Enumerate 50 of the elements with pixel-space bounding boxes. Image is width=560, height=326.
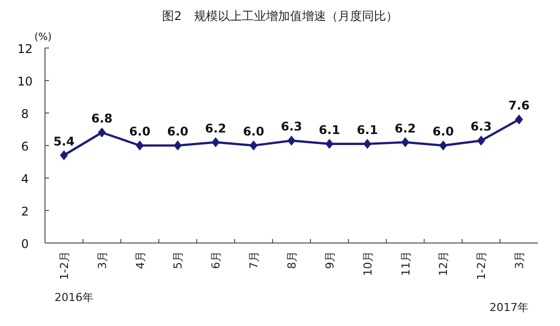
y-tick-label: 8 xyxy=(21,107,29,121)
x-tick-label: 1-2月 xyxy=(58,251,71,280)
data-label: 7.6 xyxy=(508,98,530,112)
text: 2016年 xyxy=(54,291,94,304)
point xyxy=(477,136,486,146)
chart-title: 图2 规模以上工业增加值增速（月度同比） xyxy=(162,9,398,23)
y-tick-label: 6 xyxy=(21,140,29,154)
x-tick-label: 6月 xyxy=(210,251,223,269)
y-tick-label: 12 xyxy=(17,42,33,56)
data-label: 6.1 xyxy=(318,122,340,137)
data-label: 6.2 xyxy=(205,121,226,136)
point xyxy=(174,140,182,150)
x-tick-label: 12月 xyxy=(437,251,450,276)
point xyxy=(60,150,68,160)
point xyxy=(98,128,106,138)
y-tick-label: 2 xyxy=(21,204,29,218)
x-tick-label: 4月 xyxy=(134,251,147,269)
data-label: 5.4 xyxy=(53,134,75,148)
x-tick-label: 10月 xyxy=(361,251,374,276)
x-tick-label: 9月 xyxy=(323,251,336,269)
data-label: 6.0 xyxy=(129,124,150,138)
x-tick-label: 3月 xyxy=(513,251,526,269)
text: 2017年 xyxy=(490,301,529,314)
y-tick-label: 0 xyxy=(21,237,29,251)
point xyxy=(439,140,448,150)
point xyxy=(250,140,258,150)
x-tick-label: 1-2月 xyxy=(475,251,488,280)
point xyxy=(515,114,524,124)
y-axis-title: (%) xyxy=(34,32,52,43)
data-label: 6.0 xyxy=(242,124,264,138)
x-tick-label: 11月 xyxy=(399,251,412,276)
point xyxy=(363,138,372,149)
x-tick-label: 5月 xyxy=(172,251,185,269)
data-label: 6.2 xyxy=(394,121,416,136)
x-tick-label: 7月 xyxy=(248,251,261,269)
point xyxy=(325,138,334,149)
data-label: 6.3 xyxy=(280,120,302,134)
point xyxy=(212,137,220,148)
point xyxy=(288,136,296,146)
point xyxy=(401,137,410,148)
data-label: 6.3 xyxy=(470,120,492,134)
x-tick-label: 8月 xyxy=(286,251,298,269)
data-label: 6.8 xyxy=(91,112,113,126)
data-label: 6.0 xyxy=(432,124,454,138)
y-tick-label: 10 xyxy=(17,74,33,88)
y-tick-label: 4 xyxy=(21,172,29,186)
point xyxy=(136,140,144,150)
data-label: 6.0 xyxy=(167,124,188,138)
data-label: 6.1 xyxy=(356,122,378,137)
x-tick-label: 3月 xyxy=(96,251,109,269)
